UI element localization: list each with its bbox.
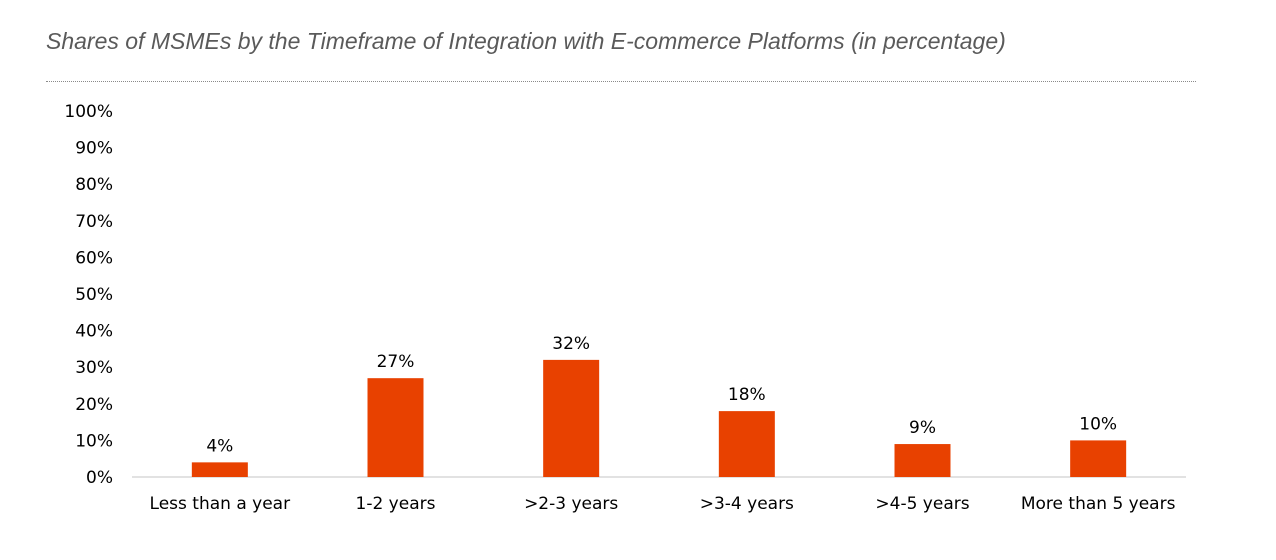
y-tick-label: 100% [64, 102, 113, 122]
bar [367, 378, 424, 477]
x-category-label: Less than a year [150, 494, 291, 514]
x-category-label: >4-5 years [875, 494, 969, 514]
title-divider [46, 81, 1196, 82]
x-category-label: More than 5 years [1021, 494, 1176, 514]
bar-data-label: 18% [728, 385, 766, 405]
x-category-label: >3-4 years [700, 494, 794, 514]
x-category-label: 1-2 years [356, 494, 436, 514]
x-category-label: >2-3 years [524, 494, 618, 514]
bar-data-label: 32% [552, 334, 590, 354]
bar-data-label: 4% [206, 436, 233, 456]
bar [191, 462, 248, 477]
category-labels-group: Less than a year 1-2 years >2-3 years >3-4 … [150, 494, 1176, 514]
y-tick-label: 20% [75, 395, 113, 415]
y-tick-label: 0% [86, 468, 113, 488]
bars-group [191, 359, 1127, 477]
y-tick-label: 80% [75, 175, 113, 195]
y-axis: 0% 10% 20% 30% 40% 50% 60% 70% 80% 90% 100% [64, 102, 113, 488]
y-tick-label: 10% [75, 431, 113, 451]
y-tick-label: 60% [75, 248, 113, 268]
y-tick-label: 30% [75, 358, 113, 378]
bar-data-label: 10% [1079, 414, 1117, 434]
bar-data-label: 27% [377, 352, 415, 372]
bar [543, 359, 600, 477]
bar [894, 444, 951, 477]
chart-title: Shares of MSMEs by the Timeframe of Inte… [46, 28, 1006, 54]
y-tick-label: 90% [75, 139, 113, 159]
y-tick-label: 50% [75, 285, 113, 305]
bar-data-label: 9% [909, 418, 936, 438]
bar [1070, 440, 1127, 477]
bar [718, 411, 775, 477]
y-tick-label: 70% [75, 212, 113, 232]
y-tick-label: 40% [75, 322, 113, 342]
data-labels-group: 4% 27% 32% 18% 9% 10% [206, 334, 1117, 456]
